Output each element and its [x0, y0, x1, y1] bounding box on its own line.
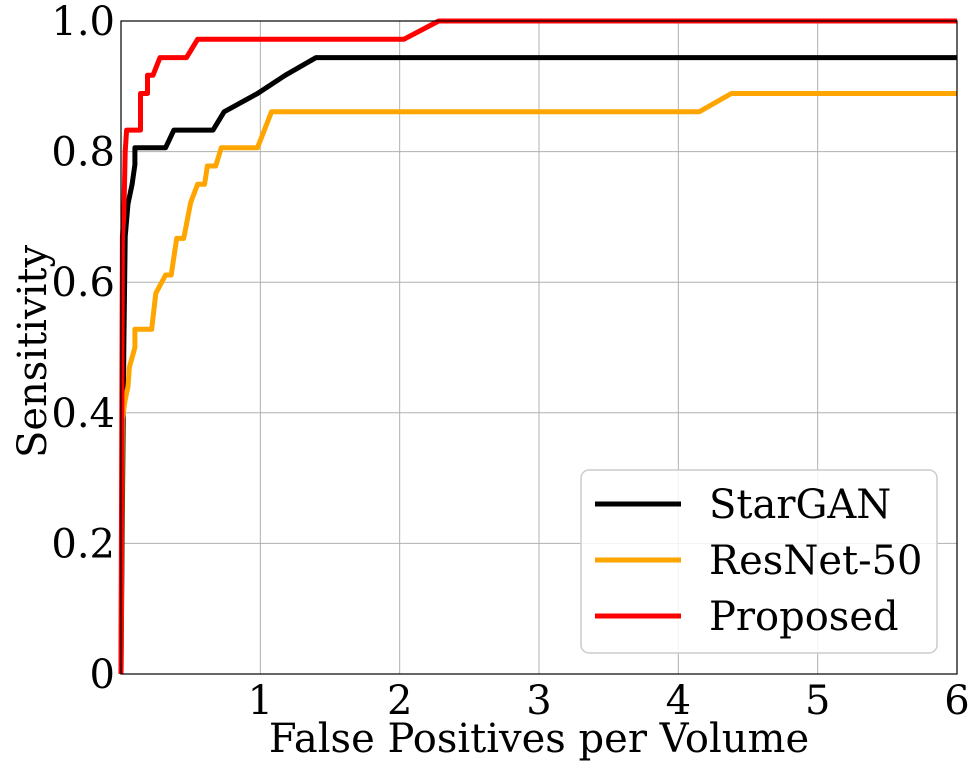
x-tick-label: 2	[387, 678, 412, 724]
x-tick-labels: 1 2 3 4 5 6	[248, 678, 970, 724]
legend-box	[580, 469, 938, 654]
plot-frame	[120, 20, 958, 675]
x-tick-label: 4	[666, 678, 691, 724]
y-axis-label: Sensitivity	[10, 245, 56, 458]
y-tick-label: 0.2	[51, 521, 115, 567]
x-tick-label: 3	[526, 678, 551, 724]
y-tick-labels: 0 0.2 0.4 0.6 0.8 1.0	[51, 0, 115, 698]
y-tick-label: 0	[90, 652, 115, 698]
series-lines	[118, 18, 957, 675]
legend-label-proposed: Proposed	[709, 594, 899, 640]
legend: StarGAN ResNet-50 Proposed	[580, 469, 938, 654]
series-line-resnet-50	[118, 91, 957, 675]
series-line-proposed	[118, 18, 957, 675]
x-axis-label: False Positives per Volume	[269, 716, 809, 762]
y-tick-label: 1.0	[51, 0, 115, 45]
x-tick-label: 6	[944, 678, 969, 724]
y-tick-label: 0.4	[51, 391, 115, 437]
grid	[121, 20, 958, 675]
x-tick-label: 5	[805, 678, 830, 724]
y-tick-label: 0.8	[51, 130, 115, 176]
y-tick-label: 0.6	[51, 260, 115, 306]
x-tick-label: 1	[248, 678, 273, 724]
legend-label-resnet-50: ResNet-50	[709, 538, 922, 584]
legend-label-stargan: StarGAN	[709, 482, 891, 528]
